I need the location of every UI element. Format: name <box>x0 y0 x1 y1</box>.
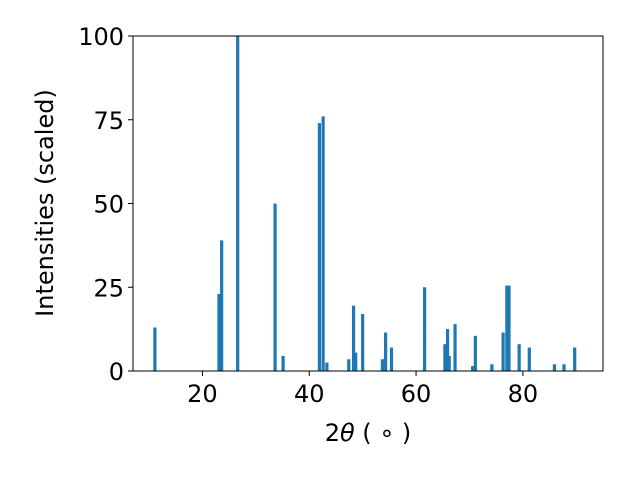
x-axis-ticks: 20 40 60 80 <box>187 371 538 408</box>
bar <box>552 364 556 371</box>
x-axis-label-unit: ( ∘ ) <box>355 419 412 447</box>
bar <box>505 285 509 371</box>
bar <box>384 332 388 371</box>
plot-frame <box>132 35 604 372</box>
bar <box>281 355 285 371</box>
y-tick-label: 50 <box>93 191 124 219</box>
bar <box>501 332 505 371</box>
bar <box>354 352 358 371</box>
x-axis-label-prefix: 2 <box>325 419 340 447</box>
bar <box>321 116 325 372</box>
bar <box>325 362 329 372</box>
y-tick-label: 100 <box>78 23 124 51</box>
y-tick-label: 25 <box>93 274 124 302</box>
bar <box>423 287 427 371</box>
y-axis-label: Intensities (scaled) <box>31 89 59 317</box>
y-tick-label: 75 <box>93 107 124 135</box>
bar <box>220 240 224 371</box>
bar <box>573 347 577 371</box>
bar <box>153 327 157 371</box>
x-axis-label-symbol: θ <box>340 419 355 447</box>
bars-group <box>153 36 577 372</box>
x-tick-label: 60 <box>401 380 432 408</box>
bar <box>445 329 450 372</box>
bar <box>361 314 365 371</box>
x-axis-label: 2θ ( ∘ ) <box>325 419 412 447</box>
bar <box>471 365 475 371</box>
y-tick-label: 0 <box>109 358 124 386</box>
x-tick-label: 20 <box>187 380 218 408</box>
bar <box>236 36 240 371</box>
x-tick-label: 40 <box>294 380 325 408</box>
bar <box>217 293 221 371</box>
bar <box>453 324 457 371</box>
bar <box>490 364 494 371</box>
bar <box>517 344 521 371</box>
bar <box>507 285 511 371</box>
bar <box>273 203 277 371</box>
bar <box>347 359 351 371</box>
bar <box>389 347 394 371</box>
bar <box>443 344 447 371</box>
bar <box>447 355 451 371</box>
y-axis-ticks: 0 25 50 75 100 <box>78 23 133 386</box>
bar <box>317 123 321 371</box>
bar <box>562 364 566 371</box>
bar <box>527 347 531 371</box>
bar <box>351 305 356 371</box>
x-tick-label: 80 <box>508 380 539 408</box>
bar <box>380 359 385 371</box>
bar <box>473 335 477 371</box>
